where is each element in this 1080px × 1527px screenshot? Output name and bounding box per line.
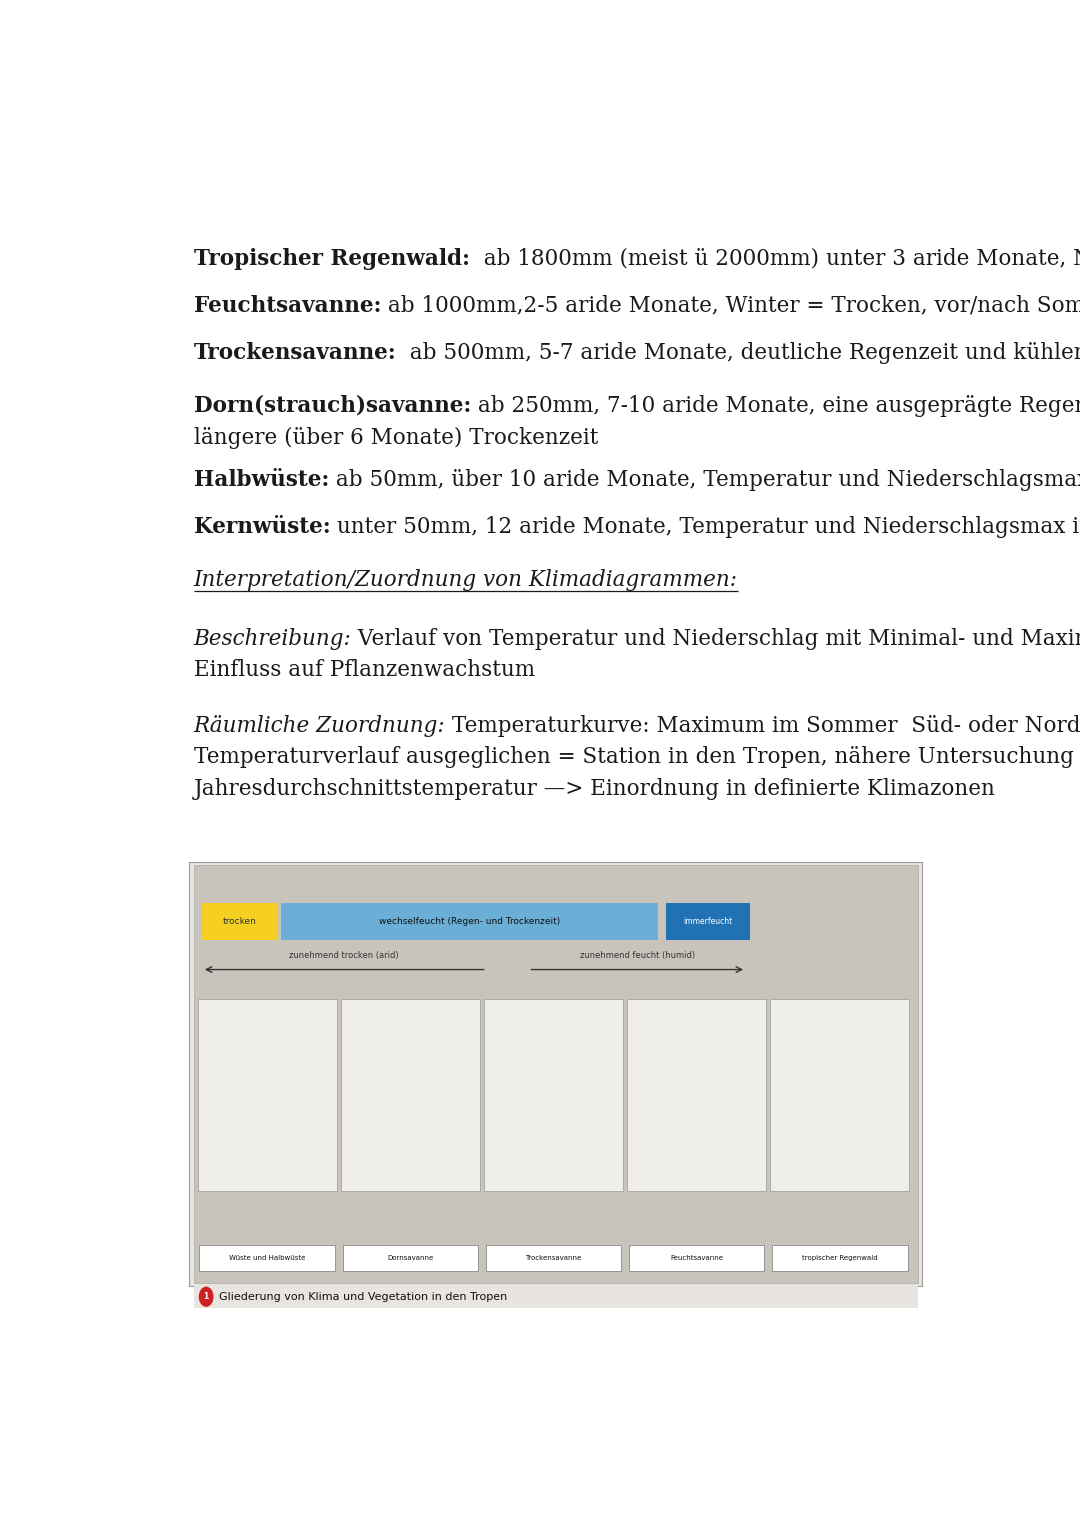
FancyBboxPatch shape [629, 1245, 765, 1270]
FancyBboxPatch shape [666, 902, 751, 941]
Text: längere (über 6 Monate) Trockenzeit: längere (über 6 Monate) Trockenzeit [193, 426, 598, 449]
FancyBboxPatch shape [193, 1284, 918, 1309]
Text: Kernwüste:: Kernwüste: [193, 516, 330, 538]
Text: Einfluss auf Pflanzenwachstum: Einfluss auf Pflanzenwachstum [193, 660, 535, 681]
Text: ab 1800mm (meist ü 2000mm) unter 3 aride Monate, NS immer: ab 1800mm (meist ü 2000mm) unter 3 aride… [470, 247, 1080, 270]
Text: Verlauf von Temperatur und Niederschlag mit Minimal- und Maximalwerten,: Verlauf von Temperatur und Niederschlag … [351, 628, 1080, 649]
Text: tropischer Regenwald: tropischer Regenwald [802, 1255, 878, 1261]
FancyBboxPatch shape [341, 999, 480, 1191]
FancyBboxPatch shape [627, 999, 766, 1191]
FancyBboxPatch shape [772, 1245, 907, 1270]
Text: Feuchtsavanne: Feuchtsavanne [670, 1255, 724, 1261]
Text: Tropischer Regenwald:: Tropischer Regenwald: [193, 247, 470, 270]
FancyBboxPatch shape [342, 1245, 478, 1270]
Text: Dorn(strauch)savanne:: Dorn(strauch)savanne: [193, 395, 471, 417]
Text: Dornsavanne: Dornsavanne [388, 1255, 433, 1261]
Circle shape [200, 1287, 213, 1306]
Text: 1: 1 [203, 1292, 208, 1301]
Text: Trockensavanne: Trockensavanne [525, 1255, 582, 1261]
FancyBboxPatch shape [189, 861, 922, 1286]
Text: zunehmend feucht (humid): zunehmend feucht (humid) [580, 951, 694, 960]
Text: immerfeucht: immerfeucht [684, 918, 733, 925]
Text: zunehmend trocken (arid): zunehmend trocken (arid) [289, 951, 400, 960]
Text: Interpretation/Zuordnung von Klimadiagrammen:: Interpretation/Zuordnung von Klimadiagra… [193, 570, 738, 591]
Text: Gliederung von Klima und Vegetation in den Tropen: Gliederung von Klima und Vegetation in d… [218, 1292, 507, 1301]
FancyBboxPatch shape [486, 1245, 621, 1270]
Text: ab 1000mm,2-5 aride Monate, Winter = Trocken, vor/nach Sommer Regenzeiten: ab 1000mm,2-5 aride Monate, Winter = Tro… [381, 295, 1080, 318]
Text: ab 250mm, 7-10 aride Monate, eine ausgeprägte Regenzeit und eine: ab 250mm, 7-10 aride Monate, eine ausgep… [471, 395, 1080, 417]
FancyBboxPatch shape [202, 902, 278, 941]
FancyBboxPatch shape [282, 902, 658, 941]
Text: Feuchtsavanne:: Feuchtsavanne: [193, 295, 381, 318]
FancyBboxPatch shape [770, 999, 909, 1191]
Text: Räumliche Zuordnung:: Räumliche Zuordnung: [193, 715, 445, 736]
Text: unter 50mm, 12 aride Monate, Temperatur und Niederschlagsmax im Sommer: unter 50mm, 12 aride Monate, Temperatur … [330, 516, 1080, 538]
Text: Beschreibung:: Beschreibung: [193, 628, 351, 649]
Text: ab 50mm, über 10 aride Monate, Temperatur und Niederschlagsmax im Sommer: ab 50mm, über 10 aride Monate, Temperatu… [329, 469, 1080, 492]
Text: Jahresdurchschnittstemperatur —> Einordnung in definierte Klimazonen: Jahresdurchschnittstemperatur —> Einordn… [193, 779, 996, 800]
Text: Halbwüste:: Halbwüste: [193, 469, 329, 492]
FancyBboxPatch shape [193, 866, 918, 1283]
Text: ab 500mm, 5-7 aride Monate, deutliche Regenzeit und kühlere Trockenzeit: ab 500mm, 5-7 aride Monate, deutliche Re… [396, 342, 1080, 363]
Text: trocken: trocken [222, 918, 257, 925]
Text: Trockensavanne:: Trockensavanne: [193, 342, 396, 363]
Text: Temperaturkurve: Maximum im Sommer  Süd- oder Nordhalbkugel: Temperaturkurve: Maximum im Sommer Süd- … [445, 715, 1080, 736]
FancyBboxPatch shape [198, 999, 337, 1191]
Text: wechselfeucht (Regen- und Trockenzeit): wechselfeucht (Regen- und Trockenzeit) [379, 918, 561, 925]
Text: Wüste und Halbwüste: Wüste und Halbwüste [229, 1255, 306, 1261]
FancyBboxPatch shape [200, 1245, 335, 1270]
FancyBboxPatch shape [484, 999, 623, 1191]
Text: Temperaturverlauf ausgeglichen = Station in den Tropen, nähere Untersuchung durc: Temperaturverlauf ausgeglichen = Station… [193, 747, 1080, 768]
